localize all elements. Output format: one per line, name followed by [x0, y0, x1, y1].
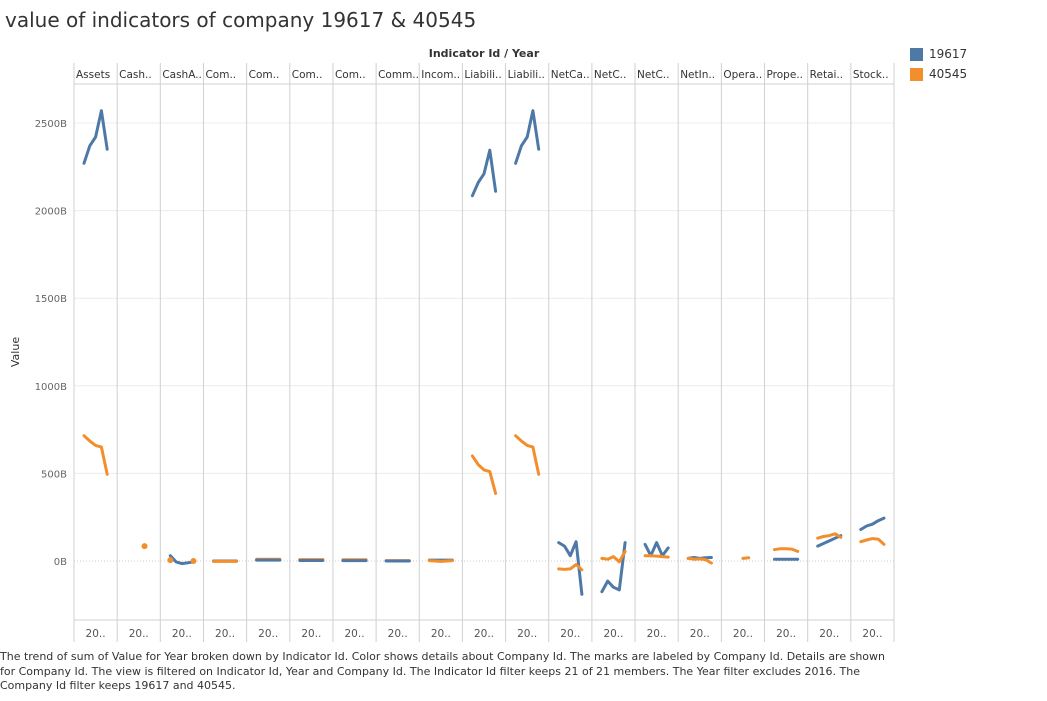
series-line-40545	[859, 537, 886, 546]
pane-header-label: Comm..	[378, 69, 419, 81]
chart-caption: The trend of sum of Value for Year broke…	[0, 650, 886, 692]
pane-header-label: Stock..	[853, 69, 889, 81]
series-line-19617	[514, 109, 541, 165]
series-line-19617	[168, 554, 195, 566]
series-line-19617	[470, 148, 498, 198]
x-tick-label: 20..	[517, 628, 537, 640]
legend-swatch-19617	[910, 47, 923, 61]
pane-header-label: Prope..	[767, 69, 803, 81]
pane-header-label: Com..	[249, 69, 280, 81]
y-tick-label: 2500B	[35, 119, 67, 130]
legend-swatch-40545	[910, 67, 923, 81]
pane-header-label: Cash..	[119, 69, 152, 81]
pane-header-label: Assets	[76, 69, 110, 81]
series-line-40545	[427, 559, 454, 563]
x-tick-label: 20..	[603, 628, 623, 640]
legend-label-19617: 19617	[929, 47, 968, 61]
series-line-19617	[643, 541, 670, 558]
legend-item-19617[interactable]: 19617	[910, 44, 967, 64]
series-point-40545	[190, 558, 197, 564]
x-tick-label: 20..	[301, 628, 321, 640]
pane-header-label: NetIn..	[680, 69, 715, 81]
x-tick-label: 20..	[776, 628, 796, 640]
y-tick-label: 0B	[54, 557, 67, 568]
series-line-19617	[600, 541, 627, 594]
header-title: Indicator Id / Year	[429, 47, 540, 60]
series-line-19617	[859, 516, 886, 531]
series-line-40545	[773, 547, 800, 553]
pane-header-label: Com..	[292, 69, 323, 81]
pane-header-label: Com..	[335, 69, 366, 81]
x-tick-label: 20..	[388, 628, 408, 640]
y-tick-label: 2000B	[35, 207, 67, 218]
series-line-40545	[686, 556, 713, 565]
pane-header-label: Liabili..	[508, 69, 545, 81]
x-tick-label: 20..	[172, 628, 192, 640]
x-tick-label: 20..	[258, 628, 278, 640]
x-tick-label: 20..	[690, 628, 710, 640]
y-axis-label: Value	[9, 337, 22, 367]
series-line-40545	[470, 454, 498, 495]
x-tick-label: 20..	[862, 628, 882, 640]
series-line-19617	[82, 109, 109, 165]
x-tick-label: 20..	[819, 628, 839, 640]
series-point-40545	[167, 557, 174, 564]
pane-header-label: Opera..	[723, 69, 762, 81]
x-tick-label: 20..	[345, 628, 365, 640]
x-tick-label: 20..	[647, 628, 667, 640]
legend[interactable]: 19617 40545	[910, 44, 967, 84]
x-tick-label: 20..	[431, 628, 451, 640]
series-line-40545	[643, 554, 670, 559]
x-tick-label: 20..	[733, 628, 753, 640]
pane-header-label: Retai..	[810, 69, 843, 81]
x-tick-label: 20..	[215, 628, 235, 640]
x-tick-label: 20..	[129, 628, 149, 640]
series-line-40545	[82, 434, 109, 476]
pane-header-label: NetC..	[637, 69, 669, 81]
series-line-40545	[557, 563, 584, 572]
y-tick-label: 1500B	[35, 294, 67, 305]
series-line-40545	[816, 532, 843, 540]
series-line-19617	[816, 534, 843, 548]
series-point-40545	[141, 543, 148, 550]
series-line-40545	[600, 549, 627, 564]
pane-header-label: Incom..	[421, 69, 460, 81]
pane-header-label: Com..	[205, 69, 236, 81]
pane-header-label: CashA..	[162, 69, 202, 81]
x-tick-label: 20..	[474, 628, 494, 640]
series-line-19617	[557, 540, 584, 596]
pane-header-label: NetCa..	[551, 69, 590, 81]
y-tick-label: 500B	[41, 469, 67, 480]
y-tick-label: 1000B	[35, 382, 67, 393]
x-tick-label: 20..	[86, 628, 106, 640]
x-tick-label: 20..	[560, 628, 580, 640]
pane-header-label: NetC..	[594, 69, 626, 81]
series-line-40545	[514, 434, 541, 476]
legend-label-40545: 40545	[929, 67, 968, 81]
legend-item-40545[interactable]: 40545	[910, 64, 967, 84]
chart-title: value of indicators of company 19617 & 4…	[5, 8, 477, 32]
pane-header-label: Liabili..	[464, 69, 501, 81]
series-line-40545	[741, 556, 751, 560]
